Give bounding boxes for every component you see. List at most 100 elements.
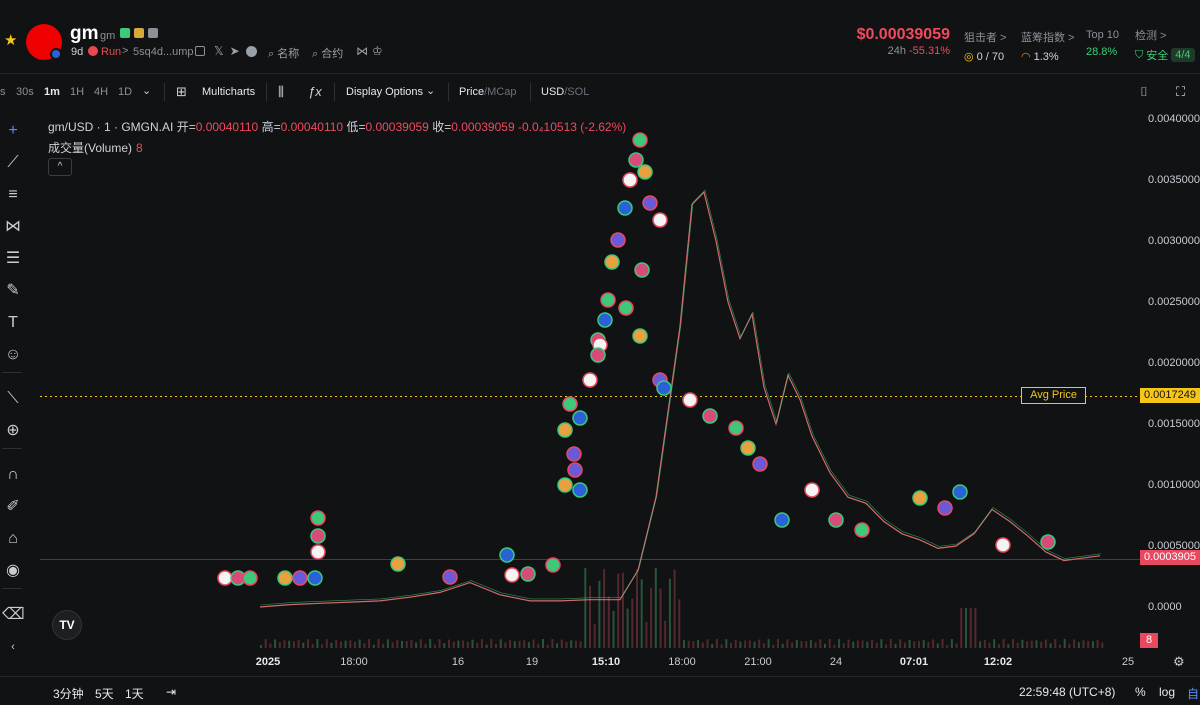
bluechip-title: 蓝筹指数 > xyxy=(1021,32,1075,44)
price-mcap-toggle[interactable]: Price/MCap xyxy=(459,86,516,98)
contract-search-link[interactable]: ⌕ 合约 xyxy=(312,48,344,60)
volume-bar xyxy=(847,639,850,648)
ohlc-legend: gm/USD · 1 · GMGN.AI 开=0.00040110 高=0.00… xyxy=(48,118,626,135)
trade-marker xyxy=(390,556,406,572)
trade-marker xyxy=(804,482,820,498)
volume-bar xyxy=(443,643,446,648)
trade-marker xyxy=(520,566,536,582)
axis-settings-icon[interactable]: ⚙ xyxy=(1173,654,1185,669)
telegram-icon[interactable]: ➤ xyxy=(229,44,240,58)
volume-bar xyxy=(509,639,512,648)
volume-bar xyxy=(659,588,662,648)
volume-bar xyxy=(372,644,375,648)
x-twitter-icon[interactable]: 𝕏 xyxy=(214,44,224,58)
price-tick: 0.0020000 xyxy=(1148,357,1200,369)
security-check[interactable]: 检测 > ⛉ 安全 4/4 xyxy=(1135,27,1195,63)
trade-marker xyxy=(728,420,744,436)
multicharts-button[interactable]: Multicharts xyxy=(202,86,256,98)
collapse-legend-button[interactable]: ^ xyxy=(48,158,72,176)
price-chart[interactable] xyxy=(40,108,1140,648)
trade-marker xyxy=(242,570,258,586)
percent-toggle[interactable]: % xyxy=(1135,685,1146,699)
range-3min[interactable]: 3分钟 xyxy=(53,687,84,701)
volume-bar xyxy=(1012,639,1014,648)
volume-bar xyxy=(556,643,559,648)
magnet-icon[interactable]: ∩ xyxy=(7,466,19,483)
brush-icon[interactable]: ✎ xyxy=(6,282,20,299)
volume-bar xyxy=(777,639,779,648)
volume-bar xyxy=(471,639,474,648)
volume-bar xyxy=(894,644,897,648)
volume-bar xyxy=(833,644,836,648)
timeframe-s[interactable]: s xyxy=(0,86,6,98)
candle-type-icon[interactable]: ⫼ xyxy=(278,84,284,99)
tradingview-logo[interactable]: TV xyxy=(52,610,82,640)
sol-toggle[interactable]: SOL xyxy=(567,86,590,98)
timeframe-4h[interactable]: 4H xyxy=(94,86,109,98)
currency-toggle[interactable]: USD/SOL xyxy=(541,86,589,98)
sniper-stat[interactable]: 狙击者 > ◎ 0 / 70 xyxy=(964,29,1006,63)
horizontal-lines-icon[interactable]: ≡ xyxy=(8,186,18,203)
volume-bar xyxy=(805,641,808,648)
volume-bar xyxy=(838,639,841,648)
date-range-icon[interactable]: ⇥ xyxy=(166,685,177,699)
price-tick: 0.0000 xyxy=(1148,601,1182,613)
close-value: 0.00039059 xyxy=(451,120,515,134)
name-search-link[interactable]: ⌕ 名称 xyxy=(268,48,300,60)
bluechip-stat[interactable]: 蓝筹指数 > ◠ 1.3% xyxy=(1021,29,1074,63)
clock[interactable]: 22:59:48 (UTC+8) xyxy=(1019,685,1116,699)
shield-icon: ⛉ xyxy=(1135,48,1144,61)
log-toggle[interactable]: log xyxy=(1159,685,1176,699)
share-icon[interactable]: ⋈ xyxy=(356,44,368,58)
crown-icon[interactable]: ♔ xyxy=(372,44,383,58)
volume-bar xyxy=(974,608,977,648)
timeframe-1m[interactable]: 1m xyxy=(44,86,60,98)
website-icon[interactable] xyxy=(245,45,257,57)
lock-icon[interactable]: ⌂ xyxy=(8,530,18,547)
favorite-star-icon[interactable]: ★ xyxy=(4,32,18,49)
volume-bar xyxy=(871,639,873,648)
zoom-in-icon[interactable]: ⊕ xyxy=(6,422,20,439)
volume-bar xyxy=(950,639,953,648)
timeframe-1d[interactable]: 1D xyxy=(118,86,133,98)
fullscreen-icon[interactable]: ⛶ xyxy=(1176,84,1186,99)
trend-line-icon[interactable]: ⟋ xyxy=(7,154,19,171)
range-1d[interactable]: 1天 xyxy=(125,687,144,701)
current-price: $0.00039059 xyxy=(856,26,950,43)
volume-bar xyxy=(791,642,794,648)
chart-canvas[interactable] xyxy=(40,108,1140,648)
camera-icon[interactable]: ⌷ xyxy=(1140,84,1148,99)
emoji-icon[interactable]: ☺ xyxy=(4,346,22,363)
pattern-icon[interactable]: ⋈ xyxy=(5,218,21,235)
timeframe-dropdown-chevron-icon[interactable]: ⌄ xyxy=(142,85,152,97)
trash-icon[interactable]: ⌫ xyxy=(2,606,25,623)
volume-bar xyxy=(260,645,262,648)
mcap-toggle[interactable]: MCap xyxy=(487,86,517,98)
crosshair-icon[interactable]: + xyxy=(8,122,18,139)
copy-icon[interactable] xyxy=(195,46,205,56)
indicators-fx-icon[interactable]: ƒx xyxy=(308,84,322,99)
eye-icon[interactable]: ◉ xyxy=(6,562,20,579)
timeframe-1h[interactable]: 1H xyxy=(70,86,85,98)
auto-toggle[interactable]: 自 xyxy=(1187,687,1200,701)
change-value: -55.31% xyxy=(909,45,950,57)
lock-drawings-icon[interactable]: ✐ xyxy=(6,498,20,515)
time-axis[interactable]: 2025 18:00 16 19 15:10 18:00 21:00 24 07:01 12:02… xyxy=(40,650,1140,672)
gauge-icon: ◠ xyxy=(1021,51,1031,63)
display-options-button[interactable]: Display Options xyxy=(346,86,424,98)
fib-retracement-icon[interactable]: ☰ xyxy=(5,250,21,267)
contract-address[interactable]: 5sq4d...ump xyxy=(133,46,194,58)
ruler-icon[interactable]: ⟍ xyxy=(7,390,19,407)
collapse-tools-icon[interactable]: ‹ xyxy=(11,641,15,653)
price-axis[interactable]: 0.0040000 0.0035000 0.0030000 0.0025000 0.00… xyxy=(1140,108,1200,648)
usd-toggle[interactable]: USD xyxy=(541,86,565,98)
volume-bar xyxy=(297,639,300,648)
price-toggle[interactable]: Price xyxy=(459,86,485,98)
run-label[interactable]: Run xyxy=(101,46,122,58)
volume-bar xyxy=(1077,642,1080,648)
text-tool-icon[interactable]: T xyxy=(8,314,18,331)
range-5d[interactable]: 5天 xyxy=(95,687,114,701)
volume-bar xyxy=(523,640,526,648)
timeframe-30s[interactable]: 30s xyxy=(16,86,34,98)
add-chart-icon[interactable]: ⊞ xyxy=(176,84,187,99)
